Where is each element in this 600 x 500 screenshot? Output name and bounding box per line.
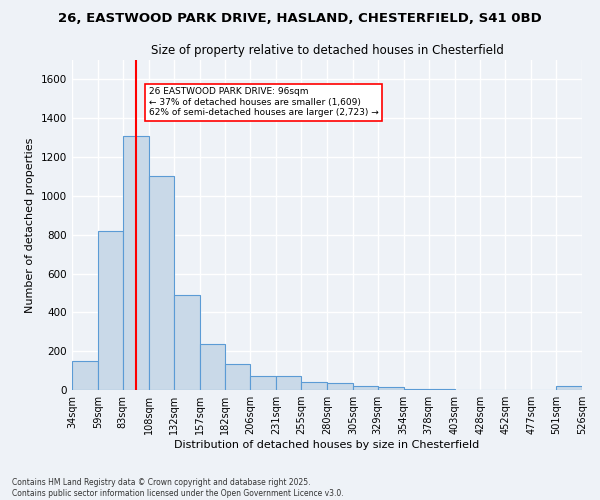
Bar: [353, 386, 378, 390]
Bar: [226, 364, 250, 390]
Bar: [276, 376, 301, 390]
Bar: [199, 344, 226, 390]
Bar: [250, 376, 276, 390]
Title: Size of property relative to detached houses in Chesterfield: Size of property relative to detached ho…: [151, 44, 503, 58]
Text: 26 EASTWOOD PARK DRIVE: 96sqm
← 37% of detached houses are smaller (1,609)
62% o: 26 EASTWOOD PARK DRIVE: 96sqm ← 37% of d…: [149, 87, 379, 117]
Y-axis label: Number of detached properties: Number of detached properties: [25, 138, 35, 312]
Bar: [173, 295, 199, 390]
Bar: [428, 389, 455, 390]
Text: 26, EASTWOOD PARK DRIVE, HASLAND, CHESTERFIELD, S41 0BD: 26, EASTWOOD PARK DRIVE, HASLAND, CHESTE…: [58, 12, 542, 26]
Bar: [404, 389, 428, 390]
Bar: [327, 383, 353, 390]
Bar: [378, 387, 404, 390]
X-axis label: Distribution of detached houses by size in Chesterfield: Distribution of detached houses by size …: [175, 440, 479, 450]
Bar: [301, 382, 327, 390]
Bar: [72, 361, 98, 390]
Bar: [149, 176, 173, 390]
Text: Contains HM Land Registry data © Crown copyright and database right 2025.
Contai: Contains HM Land Registry data © Crown c…: [12, 478, 344, 498]
Bar: [556, 386, 582, 390]
Bar: [123, 136, 149, 390]
Bar: [98, 231, 123, 390]
